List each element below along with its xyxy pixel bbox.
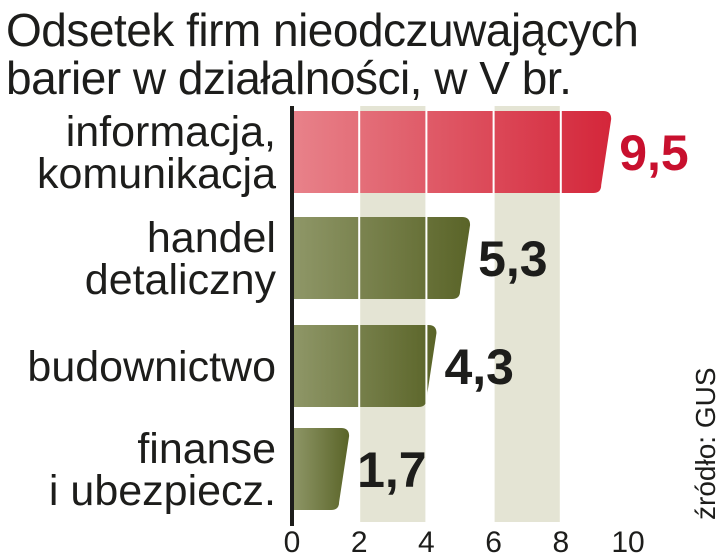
x-tick-label: 10 — [611, 526, 644, 559]
category-label: handel — [147, 214, 276, 262]
title-line-1: Odsetek firm nieodczuwających — [6, 4, 639, 56]
x-axis-ticks: 0 2 4 6 8 10 — [284, 526, 645, 559]
category-label: detaliczny — [85, 256, 277, 304]
x-tick-label: 6 — [485, 526, 502, 559]
x-tick-label: 0 — [284, 526, 301, 559]
category-label: budownictwo — [27, 343, 276, 391]
category-label: komunikacja — [37, 150, 276, 198]
source-note: źródło: GUS — [690, 367, 720, 521]
category-label: finanse — [137, 425, 276, 473]
chart-title: Odsetek firm nieodczuwających barier w d… — [6, 6, 686, 102]
title-line-2: barier w działalności, w V br. — [6, 52, 572, 104]
value-labels: 9,5 5,3 4,3 1,7 — [357, 125, 689, 498]
x-tick-label: 2 — [351, 526, 368, 559]
bars — [292, 111, 612, 510]
bar-3 — [292, 428, 350, 510]
bar-2 — [292, 325, 437, 407]
grid-lines — [358, 106, 562, 522]
value-label: 5,3 — [478, 231, 548, 287]
category-label: i ubezpiecz. — [49, 467, 276, 515]
x-tick-label: 8 — [552, 526, 569, 559]
value-label: 9,5 — [619, 125, 689, 181]
value-label: 1,7 — [357, 442, 427, 498]
x-tick-label: 4 — [418, 526, 435, 559]
value-label: 4,3 — [444, 339, 514, 395]
bar-1 — [292, 217, 471, 299]
bar-0 — [292, 111, 612, 193]
category-label: informacja, — [66, 108, 276, 156]
